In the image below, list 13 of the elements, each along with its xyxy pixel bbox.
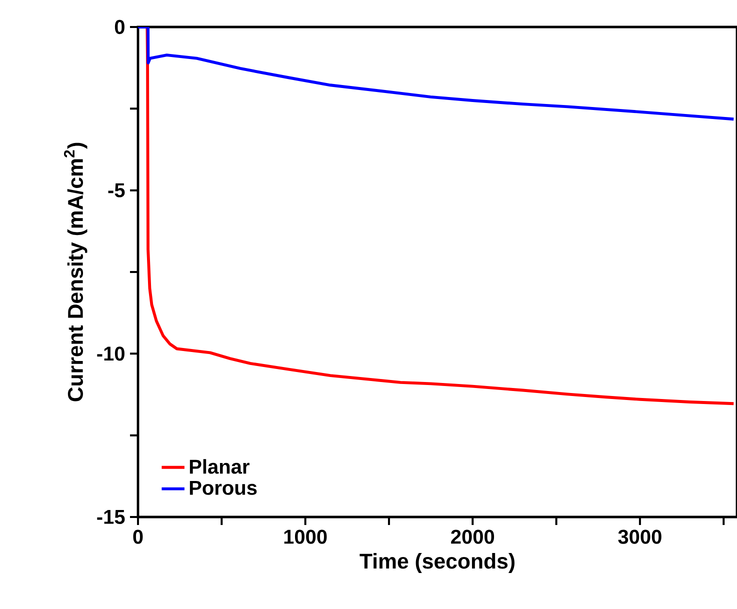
legend-label: Porous [190,480,257,495]
y-tick-label: -15 [97,510,125,524]
x-tick-label: 0 [133,530,143,544]
x-tick-label: 3000 [618,530,662,544]
legend-label: Planar [190,459,250,474]
line-series [138,26,736,121]
y-tick-label: 0 [114,20,124,34]
y-tick-label: -5 [108,183,125,198]
y-tick-label: -10 [97,346,124,361]
x-tick-label: 2000 [451,530,494,544]
x-axis-title: Time (seconds) [360,553,514,573]
y-axis-title: Current Density (mA/cm$^{2}$) [64,142,88,402]
x-tick-label: 1000 [284,530,327,544]
